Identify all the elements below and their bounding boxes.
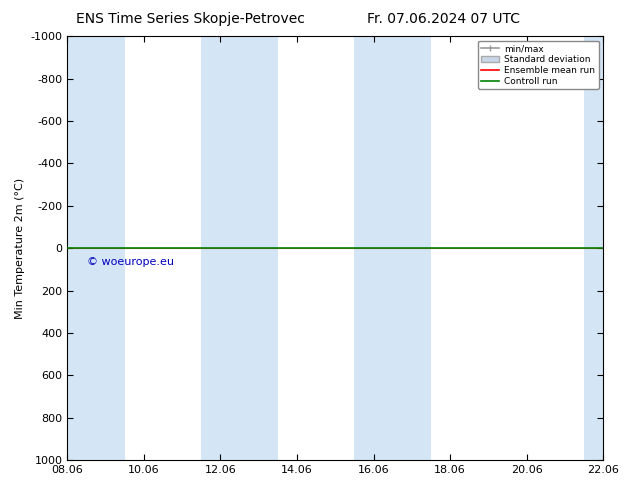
Text: Fr. 07.06.2024 07 UTC: Fr. 07.06.2024 07 UTC — [367, 12, 521, 26]
Bar — [202, 36, 278, 460]
Text: © woeurope.eu: © woeurope.eu — [87, 257, 174, 267]
Bar — [584, 36, 603, 460]
Text: ENS Time Series Skopje-Petrovec: ENS Time Series Skopje-Petrovec — [75, 12, 305, 26]
Legend: min/max, Standard deviation, Ensemble mean run, Controll run: min/max, Standard deviation, Ensemble me… — [478, 41, 598, 89]
Bar — [67, 36, 125, 460]
Bar — [354, 36, 431, 460]
Y-axis label: Min Temperature 2m (°C): Min Temperature 2m (°C) — [15, 177, 25, 318]
